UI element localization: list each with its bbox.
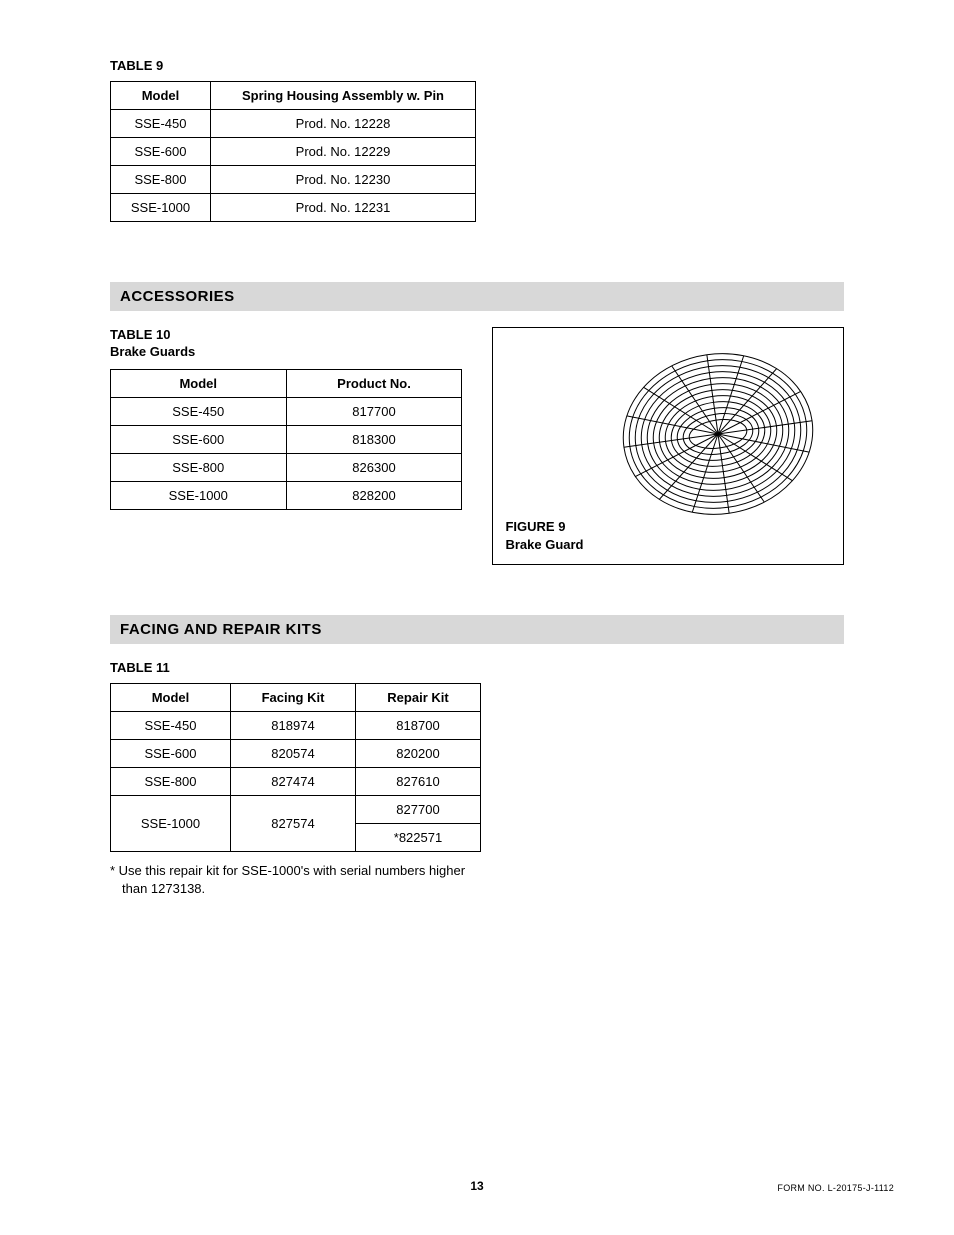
table-cell: SSE-600 bbox=[111, 740, 231, 768]
table-cell: 820200 bbox=[356, 740, 481, 768]
table11: ModelFacing KitRepair Kit SSE-45081897481… bbox=[110, 683, 481, 852]
table-header: Model bbox=[111, 82, 211, 110]
table-cell: SSE-450 bbox=[111, 398, 287, 426]
section-facing: FACING AND REPAIR KITS bbox=[110, 615, 844, 644]
table-cell: SSE-450 bbox=[111, 110, 211, 138]
table10-sublabel: Brake Guards bbox=[110, 344, 462, 359]
section-accessories: ACCESSORIES bbox=[110, 282, 844, 311]
table-header: Product No. bbox=[286, 370, 462, 398]
table9: ModelSpring Housing Assembly w. PinSSE-4… bbox=[110, 81, 476, 222]
table11-footnote: * Use this repair kit for SSE-1000's wit… bbox=[110, 862, 470, 897]
figure9-num: FIGURE 9 bbox=[505, 519, 565, 534]
table-cell: 818974 bbox=[231, 712, 356, 740]
table-cell: 818300 bbox=[286, 426, 462, 454]
form-number: FORM NO. L-20175-J-1112 bbox=[777, 1183, 894, 1193]
table-cell: *822571 bbox=[356, 824, 481, 852]
table-cell: SSE-600 bbox=[111, 138, 211, 166]
table-cell: SSE-450 bbox=[111, 712, 231, 740]
table-header: Repair Kit bbox=[356, 684, 481, 712]
table-cell: Prod. No. 12231 bbox=[211, 194, 476, 222]
table-cell: SSE-800 bbox=[111, 768, 231, 796]
table-cell: Prod. No. 12228 bbox=[211, 110, 476, 138]
table-cell: 827474 bbox=[231, 768, 356, 796]
table-header: Facing Kit bbox=[231, 684, 356, 712]
table10: ModelProduct No.SSE-450817700SSE-6008183… bbox=[110, 369, 462, 510]
brake-guard-icon bbox=[613, 334, 823, 534]
table-cell: 826300 bbox=[286, 454, 462, 482]
table11-label: TABLE 11 bbox=[110, 660, 844, 675]
table-cell: 820574 bbox=[231, 740, 356, 768]
table-cell: 818700 bbox=[356, 712, 481, 740]
table-cell: 827574 bbox=[231, 796, 356, 852]
table-cell: SSE-1000 bbox=[111, 482, 287, 510]
table-cell: SSE-600 bbox=[111, 426, 287, 454]
table9-label: TABLE 9 bbox=[110, 58, 844, 73]
table-cell: SSE-800 bbox=[111, 166, 211, 194]
table-cell: SSE-1000 bbox=[111, 194, 211, 222]
figure9-box: FIGURE 9 Brake Guard bbox=[492, 327, 844, 565]
table-cell: 827700 bbox=[356, 796, 481, 824]
table-cell: 828200 bbox=[286, 482, 462, 510]
table-cell: 817700 bbox=[286, 398, 462, 426]
table-cell: SSE-1000 bbox=[111, 796, 231, 852]
table10-label: TABLE 10 bbox=[110, 327, 462, 342]
table-header: Spring Housing Assembly w. Pin bbox=[211, 82, 476, 110]
table-cell: SSE-800 bbox=[111, 454, 287, 482]
table-header: Model bbox=[111, 684, 231, 712]
table-cell: Prod. No. 12229 bbox=[211, 138, 476, 166]
table-header: Model bbox=[111, 370, 287, 398]
table-cell: Prod. No. 12230 bbox=[211, 166, 476, 194]
table-cell: 827610 bbox=[356, 768, 481, 796]
figure9-title: Brake Guard bbox=[505, 537, 583, 552]
